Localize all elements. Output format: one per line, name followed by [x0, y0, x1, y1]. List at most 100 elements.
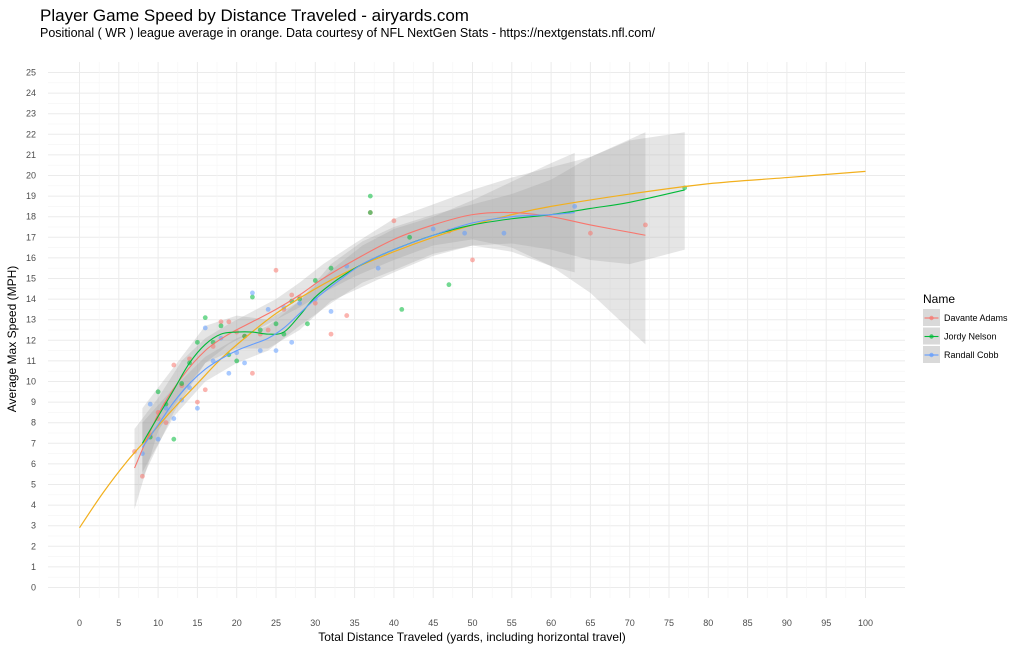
- data-point: [344, 313, 350, 318]
- data-point: [273, 348, 279, 353]
- y-tick-label: 20: [26, 171, 36, 181]
- data-point: [273, 321, 279, 327]
- x-tick-label: 90: [782, 618, 792, 628]
- y-tick-label: 7: [31, 438, 36, 448]
- data-point: [297, 300, 302, 306]
- legend-label: Randall Cobb: [944, 350, 999, 360]
- x-tick-label: 55: [507, 618, 517, 628]
- x-tick-label: 65: [585, 618, 595, 628]
- data-point: [139, 473, 145, 479]
- y-tick-label: 1: [31, 562, 36, 572]
- y-tick-label: 9: [31, 397, 36, 407]
- x-tick-label: 95: [821, 618, 831, 628]
- scatter-points: [132, 185, 688, 479]
- x-tick-label: 10: [153, 618, 163, 628]
- y-tick-label: 8: [31, 418, 36, 428]
- data-point: [572, 204, 578, 209]
- y-tick-label: 13: [26, 315, 36, 325]
- data-point: [462, 230, 468, 236]
- data-point: [179, 381, 185, 386]
- x-tick-label: 80: [703, 618, 713, 628]
- x-tick-label: 70: [625, 618, 635, 628]
- legend-title: Name: [923, 292, 955, 306]
- data-point: [265, 327, 271, 333]
- chart-title: Player Game Speed by Distance Traveled -…: [40, 6, 469, 25]
- confidence-band: [142, 152, 575, 473]
- data-point: [226, 319, 232, 325]
- data-point: [195, 405, 200, 411]
- series-fit-line: [141, 212, 575, 448]
- data-point: [588, 230, 593, 236]
- data-point: [257, 327, 263, 333]
- x-tick-label: 75: [664, 618, 674, 628]
- x-tick-label: 85: [743, 618, 753, 628]
- data-point: [234, 358, 240, 364]
- x-axis-ticks: 0 5 10 15 20 25 30 35 40 45 50 55 60 65 70 75 80 85 90 95 10…: [77, 618, 873, 628]
- y-tick-label: 17: [26, 232, 36, 242]
- y-axis-label: Average Max Speed (MPH): [5, 266, 19, 413]
- x-tick-label: 15: [192, 618, 202, 628]
- data-point: [273, 267, 279, 273]
- legend-label: Davante Adams: [944, 313, 1008, 323]
- y-tick-label: 18: [26, 212, 36, 222]
- data-point: [155, 389, 161, 395]
- data-point: [265, 307, 271, 312]
- data-point: [289, 292, 295, 298]
- x-tick-label: 0: [77, 618, 82, 628]
- y-tick-label: 2: [31, 541, 36, 551]
- data-point: [312, 278, 318, 283]
- y-tick-label: 25: [26, 68, 36, 78]
- y-tick-label: 10: [26, 377, 36, 387]
- y-axis-ticks: 0123456789101112131415161718192021222324…: [26, 68, 36, 593]
- x-tick-label: 45: [428, 618, 438, 628]
- data-point: [305, 321, 310, 327]
- y-tick-label: 5: [31, 480, 36, 490]
- data-point: [257, 348, 263, 353]
- legend-dot: [929, 352, 934, 358]
- data-point: [218, 319, 224, 325]
- y-tick-label: 19: [26, 191, 36, 201]
- data-point: [250, 370, 255, 376]
- data-point: [226, 370, 232, 376]
- legend: Name Davante Adams Jordy Nelson Randall Co…: [923, 292, 1008, 363]
- data-point: [250, 294, 255, 300]
- data-point: [367, 210, 373, 215]
- data-point: [202, 315, 208, 321]
- data-point: [195, 399, 200, 405]
- grid: [48, 62, 905, 598]
- x-tick-label: 30: [310, 618, 320, 628]
- x-tick-label: 20: [232, 618, 242, 628]
- data-point: [171, 436, 177, 442]
- y-tick-label: 22: [26, 129, 36, 139]
- data-point: [155, 436, 161, 442]
- y-tick-label: 3: [31, 521, 36, 531]
- data-point: [202, 387, 208, 393]
- data-point: [195, 339, 200, 345]
- data-point: [242, 360, 247, 366]
- confidence-band: [134, 132, 646, 510]
- x-tick-label: 60: [546, 618, 556, 628]
- y-tick-label: 4: [31, 500, 36, 510]
- data-point: [399, 307, 405, 312]
- x-tick-label: 40: [389, 618, 399, 628]
- data-point: [171, 362, 177, 368]
- data-point: [312, 300, 318, 306]
- data-point: [187, 356, 192, 362]
- legend-dot: [929, 315, 934, 321]
- data-point: [375, 265, 381, 271]
- data-point: [171, 416, 177, 421]
- y-tick-label: 14: [26, 294, 36, 304]
- y-tick-label: 12: [26, 335, 36, 345]
- y-tick-label: 6: [31, 459, 36, 469]
- data-point: [367, 193, 373, 199]
- data-point: [470, 257, 475, 263]
- x-tick-label: 50: [467, 618, 477, 628]
- data-point: [163, 405, 169, 411]
- data-point: [501, 230, 507, 236]
- chart-subtitle: Positional ( WR ) league average in oran…: [40, 26, 656, 40]
- x-tick-label: 100: [858, 618, 873, 628]
- data-point: [202, 325, 208, 331]
- data-point: [328, 265, 334, 271]
- confidence-band: [142, 132, 685, 479]
